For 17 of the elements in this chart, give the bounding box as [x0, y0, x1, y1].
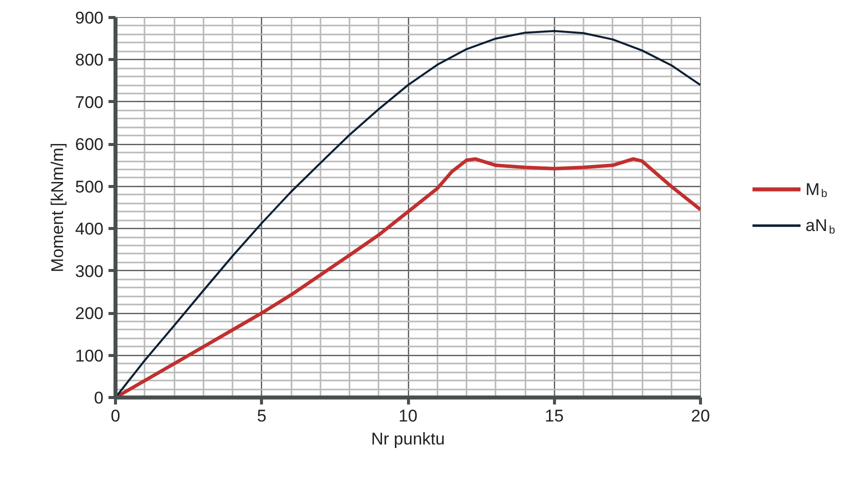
x-tick-label: 10	[398, 406, 418, 426]
y-tick-label: 100	[75, 346, 104, 366]
x-tick-label: 5	[257, 406, 266, 426]
x-tick-label: 15	[544, 406, 564, 426]
x-tick-label: 0	[110, 406, 120, 426]
y-tick-label: 400	[75, 220, 104, 239]
y-tick-label: 700	[75, 92, 104, 112]
y-tick-label: 600	[75, 135, 104, 154]
y-tick-label: 500	[75, 177, 104, 196]
y-tick-label: 300	[75, 262, 104, 281]
y-tick-label: 800	[75, 50, 104, 70]
y-axis-title: Moment [kNm/m]	[48, 142, 68, 272]
y-tick-label: 900	[75, 8, 104, 28]
y-tick-label: 0	[94, 388, 104, 408]
x-tick-label: 20	[691, 406, 710, 426]
x-axis-title: Nr punktu	[371, 430, 445, 448]
y-tick-label: 200	[75, 304, 104, 324]
